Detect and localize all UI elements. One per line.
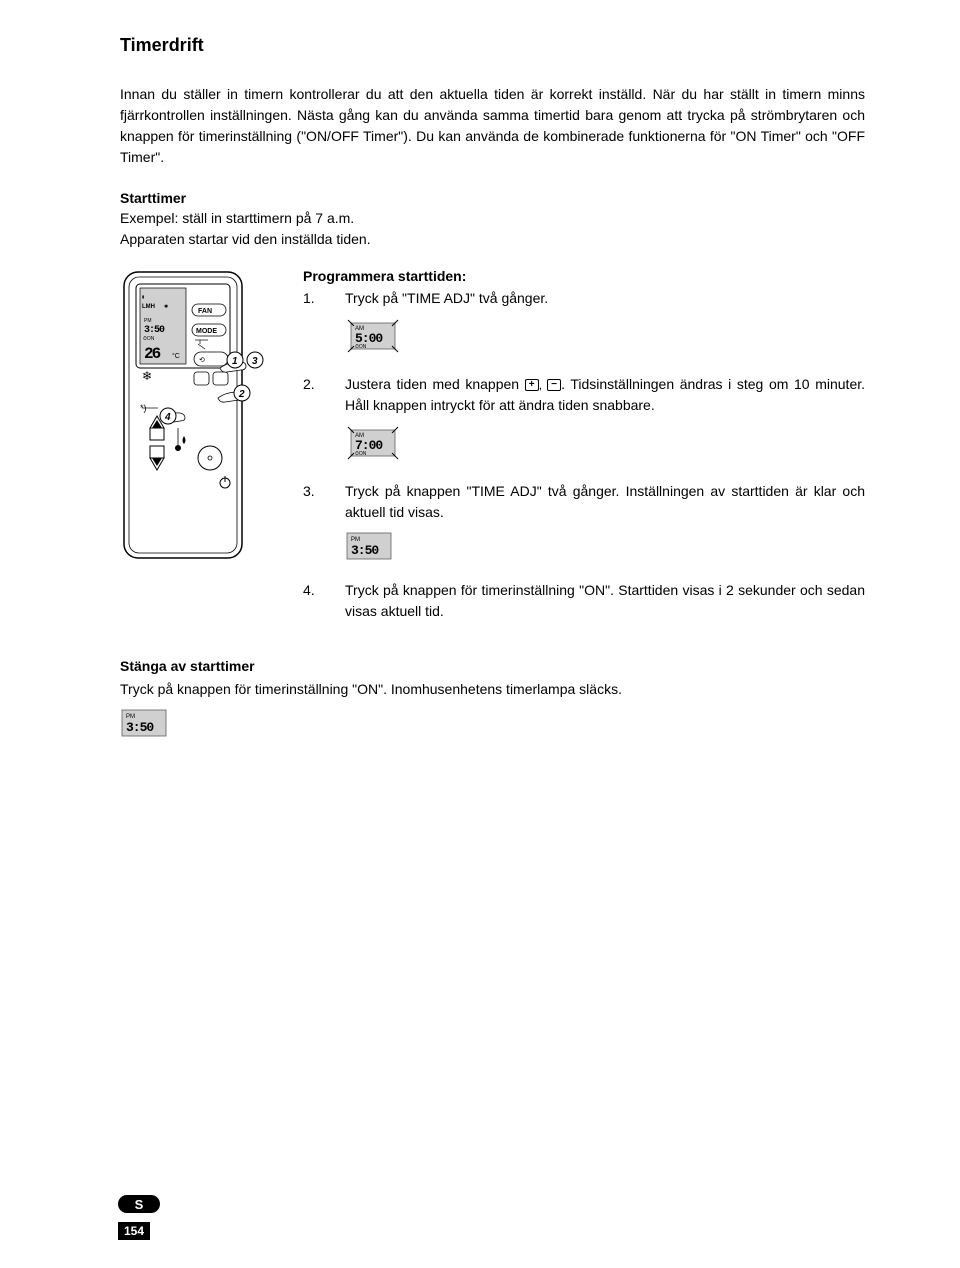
svg-text:⟲: ⟲ bbox=[199, 357, 205, 364]
svg-text:3:50: 3:50 bbox=[351, 543, 379, 558]
lcd-display: AM 7:00 ⏱ON bbox=[345, 424, 865, 467]
svg-text:PM: PM bbox=[144, 318, 152, 324]
starttimer-heading: Starttimer bbox=[120, 190, 865, 206]
lcd-display: PM 3:50 bbox=[345, 531, 865, 566]
page-title: Timerdrift bbox=[120, 35, 865, 56]
stop-section: Stänga av starttimer Tryck på knappen fö… bbox=[120, 656, 865, 744]
step-text: Justera tiden med knappen +, −. Tidsinst… bbox=[345, 374, 865, 416]
svg-text:1: 1 bbox=[232, 356, 238, 367]
svg-text:▮: ▮ bbox=[142, 294, 144, 299]
step-text: Tryck på knappen för timerinställning "O… bbox=[345, 580, 865, 622]
language-badge-text: S bbox=[118, 1195, 160, 1213]
step-row: 3. Tryck på knappen "TIME ADJ" två gånge… bbox=[303, 481, 865, 523]
svg-text:*): *) bbox=[140, 403, 147, 413]
minus-icon: − bbox=[547, 379, 561, 391]
svg-text:3:50: 3:50 bbox=[144, 325, 165, 336]
svg-text:3: 3 bbox=[252, 356, 258, 367]
svg-text:LMH: LMH bbox=[142, 304, 155, 310]
starttimer-section: Starttimer Exempel: ställ in starttimern… bbox=[120, 190, 865, 250]
stop-text: Tryck på knappen för timerinställning "O… bbox=[120, 679, 865, 700]
comma: , bbox=[539, 378, 547, 392]
starttimer-note: Apparaten startar vid den inställda tide… bbox=[120, 229, 865, 250]
lcd-icon: AM 7:00 ⏱ON bbox=[345, 424, 401, 462]
lcd-display: AM 5:00 ⏱ON bbox=[345, 317, 865, 360]
svg-text:⏱ON: ⏱ON bbox=[355, 344, 367, 350]
lcd-icon: PM 3:50 bbox=[345, 531, 393, 561]
lcd-display: PM 3:50 bbox=[120, 708, 865, 744]
svg-text:❄: ❄ bbox=[142, 369, 152, 383]
step-number: 2. bbox=[303, 374, 345, 416]
lcd-icon: PM 3:50 bbox=[120, 708, 168, 738]
svg-text:FAN: FAN bbox=[198, 308, 212, 315]
remote-column: ▮ LMH ✱ PM 3:50 ⏱ON 26 °C FAN MODE ⟲ ❄ bbox=[120, 268, 275, 630]
step-row: 1. Tryck på "TIME ADJ" två gånger. bbox=[303, 288, 865, 309]
starttimer-example: Exempel: ställ in starttimern på 7 a.m. bbox=[120, 208, 865, 229]
intro-paragraph: Innan du ställer in timern kontrollerar … bbox=[120, 84, 865, 168]
remote-control-icon: ▮ LMH ✱ PM 3:50 ⏱ON 26 °C FAN MODE ⟲ ❄ bbox=[120, 268, 275, 563]
svg-text:4: 4 bbox=[164, 412, 171, 423]
plus-icon: + bbox=[525, 379, 539, 391]
page-number: 154 bbox=[118, 1222, 150, 1240]
step-number: 4. bbox=[303, 580, 345, 622]
svg-text:2: 2 bbox=[238, 389, 245, 400]
svg-text:⏱ON: ⏱ON bbox=[143, 336, 155, 342]
step-text-pre: Justera tiden med knappen bbox=[345, 376, 525, 392]
svg-text:3:50: 3:50 bbox=[126, 720, 154, 735]
language-badge: S bbox=[118, 1195, 160, 1213]
svg-text:✱: ✱ bbox=[164, 304, 168, 310]
columns: ▮ LMH ✱ PM 3:50 ⏱ON 26 °C FAN MODE ⟲ ❄ bbox=[120, 268, 865, 630]
stop-heading: Stänga av starttimer bbox=[120, 656, 865, 677]
step-number: 3. bbox=[303, 481, 345, 523]
step-text: Tryck på knappen "TIME ADJ" två gånger. … bbox=[345, 481, 865, 523]
lcd-icon: AM 5:00 ⏱ON bbox=[345, 317, 401, 355]
svg-text:26: 26 bbox=[144, 345, 161, 363]
svg-text:⏱ON: ⏱ON bbox=[355, 451, 367, 457]
step-row: 2. Justera tiden med knappen +, −. Tidsi… bbox=[303, 374, 865, 416]
step-text: Tryck på "TIME ADJ" två gånger. bbox=[345, 288, 865, 309]
step-number: 1. bbox=[303, 288, 345, 309]
svg-text:MODE: MODE bbox=[196, 328, 217, 335]
svg-text:°C: °C bbox=[172, 352, 180, 360]
program-column: Programmera starttiden: 1. Tryck på "TIM… bbox=[303, 268, 865, 630]
program-heading: Programmera starttiden: bbox=[303, 268, 865, 284]
step-row: 4. Tryck på knappen för timerinställning… bbox=[303, 580, 865, 622]
